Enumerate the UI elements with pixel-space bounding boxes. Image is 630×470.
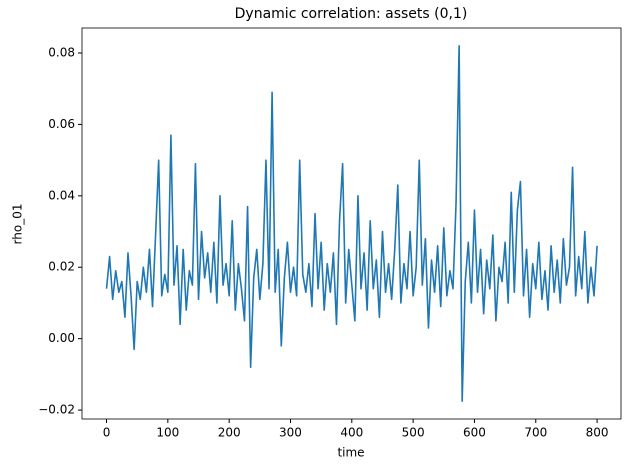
x-axis-label: time (337, 446, 364, 460)
y-tick-label: 0.02 (48, 260, 75, 274)
x-tick-label: 0 (103, 426, 111, 440)
x-tick-label: 400 (340, 426, 363, 440)
x-tick-label: 100 (156, 426, 179, 440)
y-axis-label: rho_01 (11, 204, 25, 245)
plot-frame (81, 27, 622, 420)
y-tick-label: 0.08 (48, 45, 75, 59)
x-tick-label: 200 (218, 426, 241, 440)
x-tick-label: 800 (586, 426, 609, 440)
x-tick-label: 500 (402, 426, 425, 440)
x-tick-label: 700 (524, 426, 547, 440)
y-tick-label: −0.02 (38, 403, 75, 417)
x-tick-label: 300 (279, 426, 302, 440)
data-line (105, 45, 598, 402)
y-tick-label: 0.06 (48, 117, 75, 131)
x-tick-label: 600 (463, 426, 486, 440)
y-tick-label: 0.00 (48, 331, 75, 345)
chart-title: Dynamic correlation: assets (0,1) (235, 6, 468, 22)
y-tick-label: 0.04 (48, 188, 75, 202)
